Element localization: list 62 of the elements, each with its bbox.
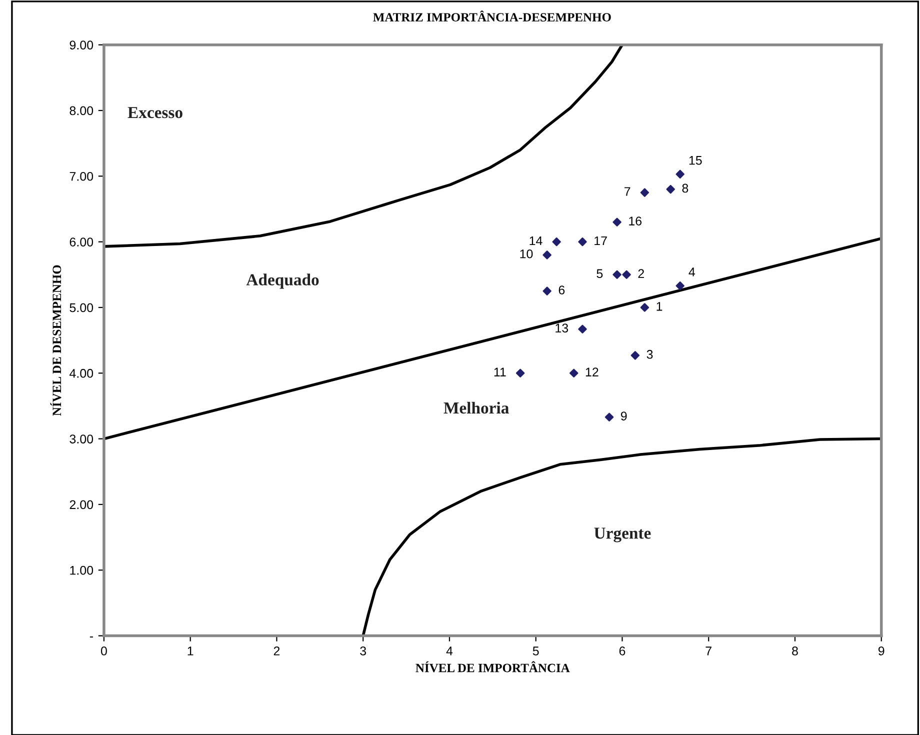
annotation: 5: [596, 269, 603, 278]
point: [569, 368, 578, 378]
point: [516, 368, 525, 378]
x-tick-label: 1: [188, 646, 194, 656]
annotation: Adequado: [246, 274, 319, 289]
x-tick-label: 3: [360, 646, 366, 656]
annotation: 7: [624, 187, 630, 196]
annotation: 15: [689, 156, 702, 165]
x-tick-label: 7: [706, 646, 712, 656]
x-tick-label: 9: [878, 646, 884, 656]
y-tick-label: 7.00: [70, 172, 94, 181]
x-tick-label: 6: [619, 646, 626, 656]
y-tick-label: 9.00: [70, 40, 94, 50]
point: [542, 286, 552, 296]
point: [622, 270, 631, 280]
annotation: 10: [520, 249, 533, 258]
annotation: 16: [629, 216, 642, 226]
x-axis-title: NÍVEL DE IMPORTÂNCIA: [416, 661, 570, 672]
point: [604, 412, 614, 422]
chart-title: MATRIZ IMPORTÂNCIA-DESEMPENHO: [373, 10, 611, 22]
point: [640, 303, 650, 312]
annotation: Excesso: [128, 107, 182, 118]
annotation: 13: [556, 324, 568, 332]
point: [630, 351, 640, 360]
y-tick-label: 5.00: [70, 303, 94, 312]
point: [612, 270, 622, 280]
x-tick-label: 0: [100, 646, 107, 656]
point: [578, 237, 587, 246]
point: [578, 324, 587, 334]
y-tick-label: -: [90, 636, 93, 638]
y-tick-label: 8.00: [70, 106, 94, 116]
annotation: 12: [586, 368, 598, 376]
x-tick-label: 8: [792, 646, 798, 656]
annotation: Urgente: [594, 528, 651, 542]
point: [676, 170, 684, 179]
point: [542, 250, 552, 260]
annotation: 9: [620, 412, 627, 420]
y-tick-label: 3.00: [70, 434, 94, 444]
annotation: Melhoria: [444, 402, 509, 414]
annotation: 3: [646, 350, 653, 359]
annotation: 1: [656, 302, 662, 311]
point: [612, 218, 622, 226]
x-tick-label: 5: [532, 646, 539, 656]
point: [640, 188, 650, 197]
y-tick-label: 1.00: [70, 566, 94, 575]
annotation: 17: [594, 236, 607, 246]
annotation: 11: [494, 368, 506, 376]
y-axis-title: NÍVEL DE DESEMPENHO: [50, 265, 62, 416]
line-series: [104, 44, 624, 248]
y-tick-label: 6.00: [70, 238, 94, 246]
point: [676, 281, 684, 290]
point: [552, 237, 561, 246]
annotation: 6: [558, 286, 565, 294]
point: [666, 184, 675, 194]
x-tick-label: 2: [274, 646, 280, 656]
annotation: 14: [530, 236, 542, 246]
annotation: 4: [688, 268, 696, 276]
annotation: 2: [638, 269, 644, 278]
x-tick-label: 4: [446, 646, 453, 656]
y-tick-label: 2.00: [70, 500, 94, 510]
y-tick-label: 4.00: [70, 368, 94, 378]
annotation: 8: [682, 184, 688, 193]
